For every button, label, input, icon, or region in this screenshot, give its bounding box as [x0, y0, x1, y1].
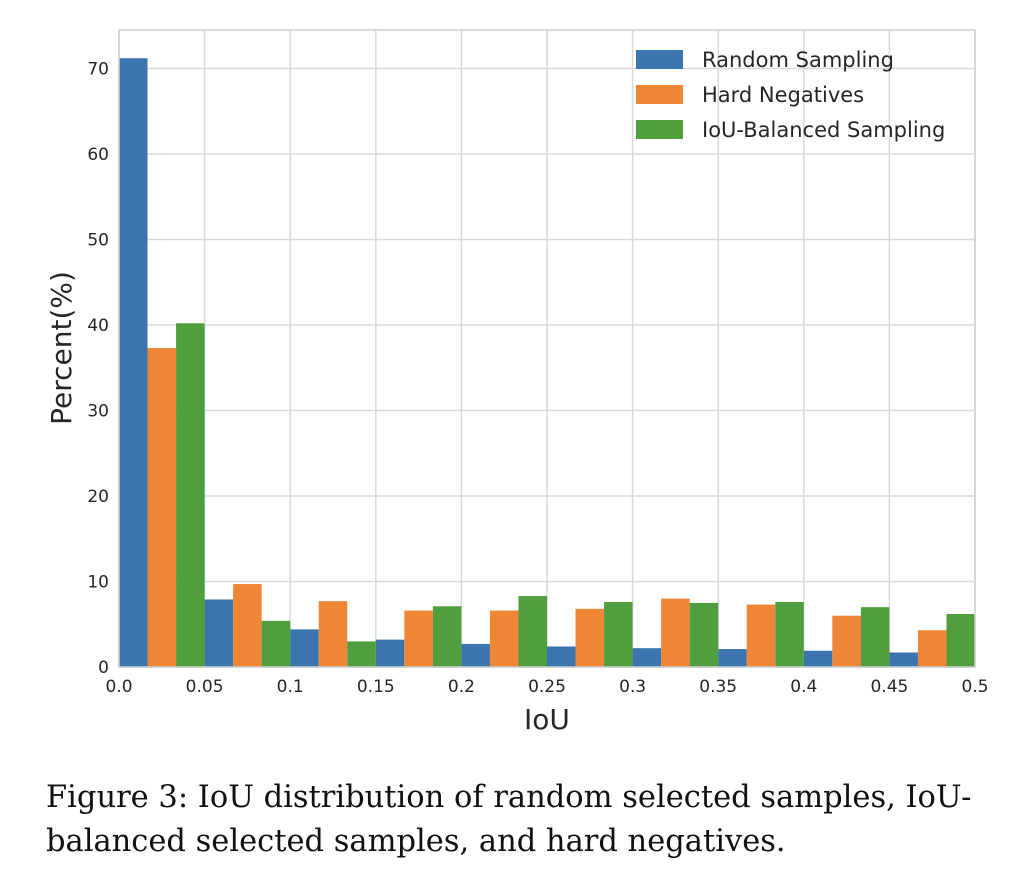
y-tick-label: 60 [87, 145, 109, 165]
bar-random-sampling [204, 599, 234, 667]
bar-random-sampling [461, 643, 490, 667]
x-tick-label: 0.05 [186, 677, 224, 697]
x-tick-label: 0.2 [448, 677, 475, 697]
y-tick-label: 20 [87, 487, 109, 507]
bar-iou-balanced-sampling [775, 602, 804, 667]
bar-iou-balanced-sampling [689, 602, 719, 667]
bar-iou-balanced-sampling [347, 641, 376, 667]
x-tick-label: 0.3 [619, 677, 646, 697]
bar-hard-negatives [489, 610, 519, 667]
bar-random-sampling [375, 639, 405, 667]
legend-label-hard-negatives: Hard Negatives [702, 83, 864, 107]
bar-random-sampling [119, 58, 148, 667]
bar-random-sampling [547, 646, 576, 667]
bars [119, 58, 975, 667]
x-tick-label: 0.0 [105, 677, 132, 697]
bar-hard-negatives [404, 610, 433, 667]
figure-caption: Figure 3: IoU distribution of random sel… [46, 780, 972, 859]
legend-label-iou-balanced-sampling: IoU-Balanced Sampling [702, 118, 945, 142]
bar-hard-negatives [575, 608, 605, 667]
x-tick-label: 0.15 [357, 677, 395, 697]
bar-random-sampling [889, 652, 918, 667]
y-axis-label: Percent(%) [45, 271, 78, 425]
bar-iou-balanced-sampling [432, 606, 462, 667]
bar-hard-negatives [233, 584, 262, 667]
legend-label-random-sampling: Random Sampling [702, 48, 894, 72]
bar-hard-negatives [661, 598, 690, 667]
bar-random-sampling [718, 649, 747, 667]
legend-swatch-random-sampling [636, 50, 683, 69]
y-tick-labels: 0 10 20 30 40 50 60 70 [87, 59, 109, 678]
x-tick-label: 0.45 [870, 677, 908, 697]
x-tick-label: 0.4 [790, 677, 817, 697]
y-tick-label: 0 [98, 658, 109, 678]
bar-random-sampling [290, 629, 319, 667]
bar-iou-balanced-sampling [176, 323, 205, 667]
bar-iou-balanced-sampling [860, 607, 890, 667]
bar-iou-balanced-sampling [261, 620, 291, 667]
y-tick-label: 30 [87, 401, 109, 421]
x-tick-labels: 0.0 0.05 0.1 0.15 0.2 0.25 0.3 0.35 0.4 0.45 0.5 [105, 677, 988, 697]
bar-iou-balanced-sampling [604, 602, 633, 667]
bar-hard-negatives [917, 630, 947, 667]
bar-random-sampling [632, 648, 662, 667]
y-tick-label: 10 [87, 572, 109, 592]
bar-hard-negatives [746, 604, 776, 667]
legend: Random Sampling Hard Negatives IoU-Balan… [636, 48, 945, 142]
x-tick-label: 0.35 [699, 677, 737, 697]
bar-hard-negatives [832, 615, 861, 667]
iou-distribution-chart: 0.0 0.05 0.1 0.15 0.2 0.25 0.3 0.35 0.4 0.45 0.5 0… [45, 29, 989, 736]
bar-hard-negatives [147, 348, 177, 667]
x-tick-label: 0.25 [528, 677, 566, 697]
y-tick-label: 70 [87, 59, 109, 79]
bar-iou-balanced-sampling [946, 613, 975, 667]
x-axis-label: IoU [524, 703, 570, 736]
y-tick-label: 50 [87, 230, 109, 250]
x-tick-label: 0.5 [961, 677, 988, 697]
bar-random-sampling [803, 650, 833, 667]
bar-hard-negatives [318, 601, 348, 667]
legend-swatch-iou-balanced-sampling [636, 120, 683, 139]
bar-iou-balanced-sampling [518, 596, 547, 667]
x-tick-label: 0.1 [277, 677, 304, 697]
y-tick-label: 40 [87, 316, 109, 336]
plot-frame [118, 29, 976, 668]
legend-swatch-hard-negatives [636, 85, 683, 104]
